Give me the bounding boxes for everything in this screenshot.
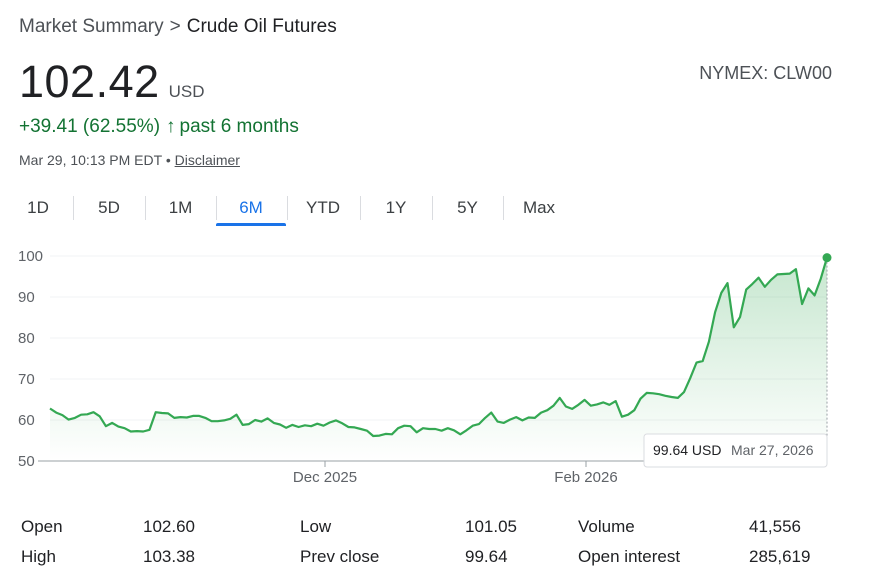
- y-tick-label: 90: [18, 289, 35, 306]
- change-amount: +39.41 (62.55%): [19, 116, 161, 137]
- price-line: [49, 257, 829, 438]
- quote-timestamp: Mar 29, 10:13 PM EDT: [19, 152, 162, 168]
- last-price-point: [822, 253, 832, 263]
- x-tick-label: Feb 2026: [554, 469, 617, 486]
- y-tick-label: 50: [18, 453, 35, 470]
- tab-divider: [73, 196, 74, 220]
- stat-label: High: [21, 547, 56, 566]
- tooltip-value: 99.64 USD: [653, 442, 721, 458]
- price-row: 102.42 USD: [19, 56, 205, 108]
- stat-label: Open: [21, 517, 63, 536]
- y-axis-labels: 100 90 80 70 60 50: [18, 248, 43, 470]
- stat-label: Prev close: [300, 547, 380, 566]
- y-tick-label: 60: [18, 412, 35, 429]
- y-tick-label: 70: [18, 371, 35, 388]
- price-currency: USD: [168, 82, 205, 101]
- tab-ytd[interactable]: YTD: [306, 198, 340, 217]
- x-tick-label: Dec 2025: [293, 469, 357, 486]
- tab-divider: [360, 196, 361, 220]
- tab-divider: [287, 196, 288, 220]
- tab-divider: [503, 196, 504, 220]
- tab-5d[interactable]: 5D: [98, 198, 120, 217]
- price-chart[interactable]: 100 90 80 70 60 50 Dec 2025 Feb 2026 99.64 USD…: [0, 230, 872, 500]
- stat-value: 101.05: [465, 517, 517, 536]
- range-tabs: 1D 5D 1M 6M YTD 1Y 5Y Max: [0, 190, 872, 226]
- current-price: 102.42: [19, 56, 160, 107]
- arrow-up-icon: ↑: [166, 116, 176, 137]
- y-tick-label: 100: [18, 248, 43, 265]
- tab-1m[interactable]: 1M: [168, 198, 193, 217]
- tab-6m[interactable]: 6M: [216, 190, 286, 226]
- tab-divider: [432, 196, 433, 220]
- stat-value: 102.60: [143, 517, 195, 536]
- y-tick-label: 80: [18, 330, 35, 347]
- stat-label: Low: [300, 517, 332, 536]
- breadcrumb: Market Summary > Crude Oil Futures: [19, 16, 337, 38]
- tab-1y[interactable]: 1Y: [385, 198, 407, 217]
- disclaimer-link[interactable]: Disclaimer: [174, 152, 240, 168]
- stat-value: 103.38: [143, 547, 195, 566]
- tab-max[interactable]: Max: [522, 198, 556, 217]
- tab-divider: [216, 196, 217, 220]
- stat-label: Volume: [578, 517, 635, 536]
- stat-value: 41,556: [749, 517, 801, 536]
- tab-1d[interactable]: 1D: [27, 198, 49, 217]
- tooltip-date: Mar 27, 2026: [731, 442, 814, 458]
- ticker-symbol: NYMEX: CLW00: [699, 63, 832, 83]
- breadcrumb-current: Crude Oil Futures: [186, 16, 337, 37]
- change-period: past 6 months: [179, 116, 299, 137]
- stat-label: Open interest: [578, 547, 681, 566]
- x-axis-labels: Dec 2025 Feb 2026: [293, 461, 618, 486]
- breadcrumb-parent-link[interactable]: Market Summary: [19, 16, 164, 37]
- meta-bullet: •: [165, 152, 171, 168]
- quote-meta: Mar 29, 10:13 PM EDT • Disclaimer: [19, 152, 240, 168]
- tab-divider: [145, 196, 146, 220]
- price-change: +39.41 (62.55%) ↑ past 6 months: [19, 116, 299, 138]
- hover-tooltip: 99.64 USD Mar 27, 2026: [643, 433, 828, 468]
- stat-value: 99.64: [465, 547, 508, 566]
- stat-value: 285,619: [749, 547, 811, 566]
- breadcrumb-separator: >: [169, 16, 181, 37]
- stats-table: Open 102.60 High 103.38 Low 101.05 Prev …: [0, 510, 872, 580]
- tab-5y[interactable]: 5Y: [457, 198, 478, 217]
